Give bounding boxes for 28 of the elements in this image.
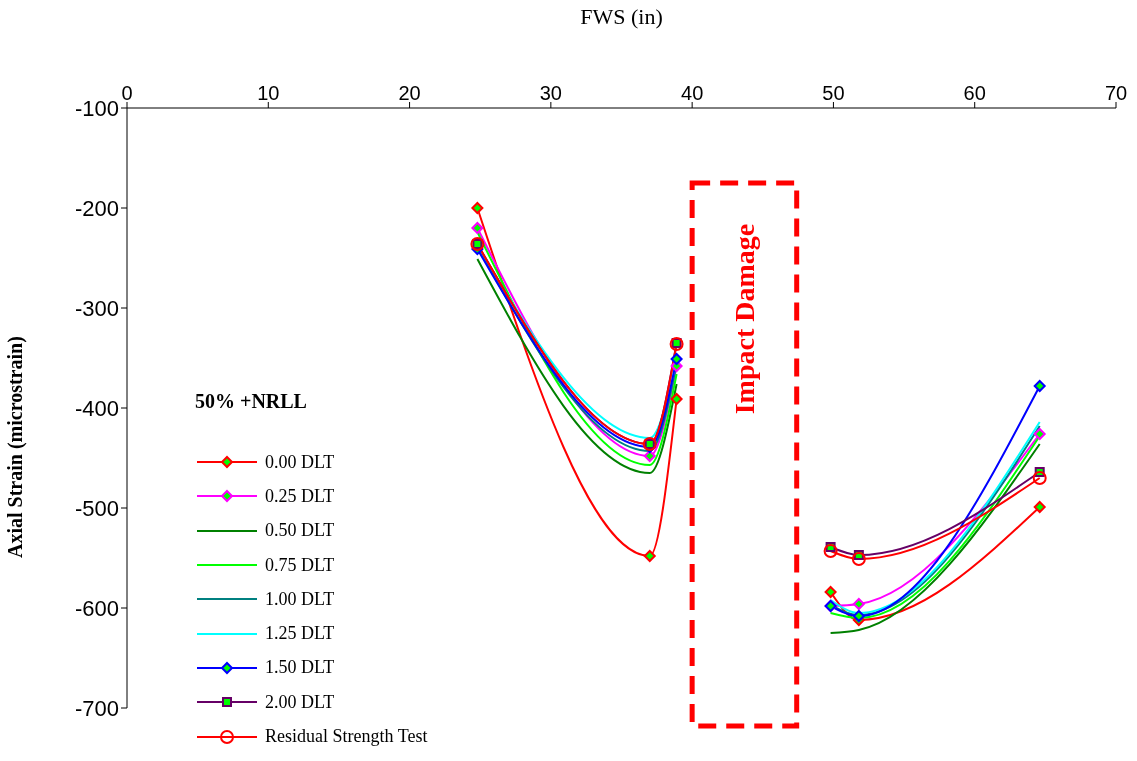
y-tick-label: -400 [74,395,119,421]
legend-label: 1.50 DLT [265,657,335,679]
x-tick-label: 50 [822,82,845,104]
x-tick-label: 40 [681,82,704,104]
legend-label: 0.50 DLT [265,520,335,542]
y-tick-label: -600 [74,595,119,621]
y-tick-label: -200 [74,195,119,221]
legend-label: 0.75 DLT [265,554,335,576]
x-tick-label: 20 [398,82,421,104]
x-tick-label: 30 [539,82,562,104]
legend-label: 0.00 DLT [265,451,335,473]
x-tick-label: 70 [1104,82,1128,104]
x-tick-label: 0 [121,82,133,104]
legend-label: Residual Strength Test [265,726,428,748]
y-tick-label: -700 [74,695,119,721]
legend-label: 2.00 DLT [265,691,335,713]
annotation: Impact Damage [728,223,760,415]
legend-label: 1.00 DLT [265,588,335,610]
y-tick-label: -500 [74,495,119,521]
legend-label: 0.25 DLT [265,485,335,507]
y-tick-label: -300 [74,295,119,321]
x-axis-title: FWS (in) [580,3,663,29]
legend-title: 50% +NRLL [195,390,308,413]
x-tick-label: 60 [963,82,986,104]
x-tick-label: 10 [257,82,280,104]
y-tick-label: -100 [74,95,119,121]
y-axis-title: Axial Strain (microstrain) [4,336,28,558]
legend-label: 1.25 DLT [265,623,335,645]
